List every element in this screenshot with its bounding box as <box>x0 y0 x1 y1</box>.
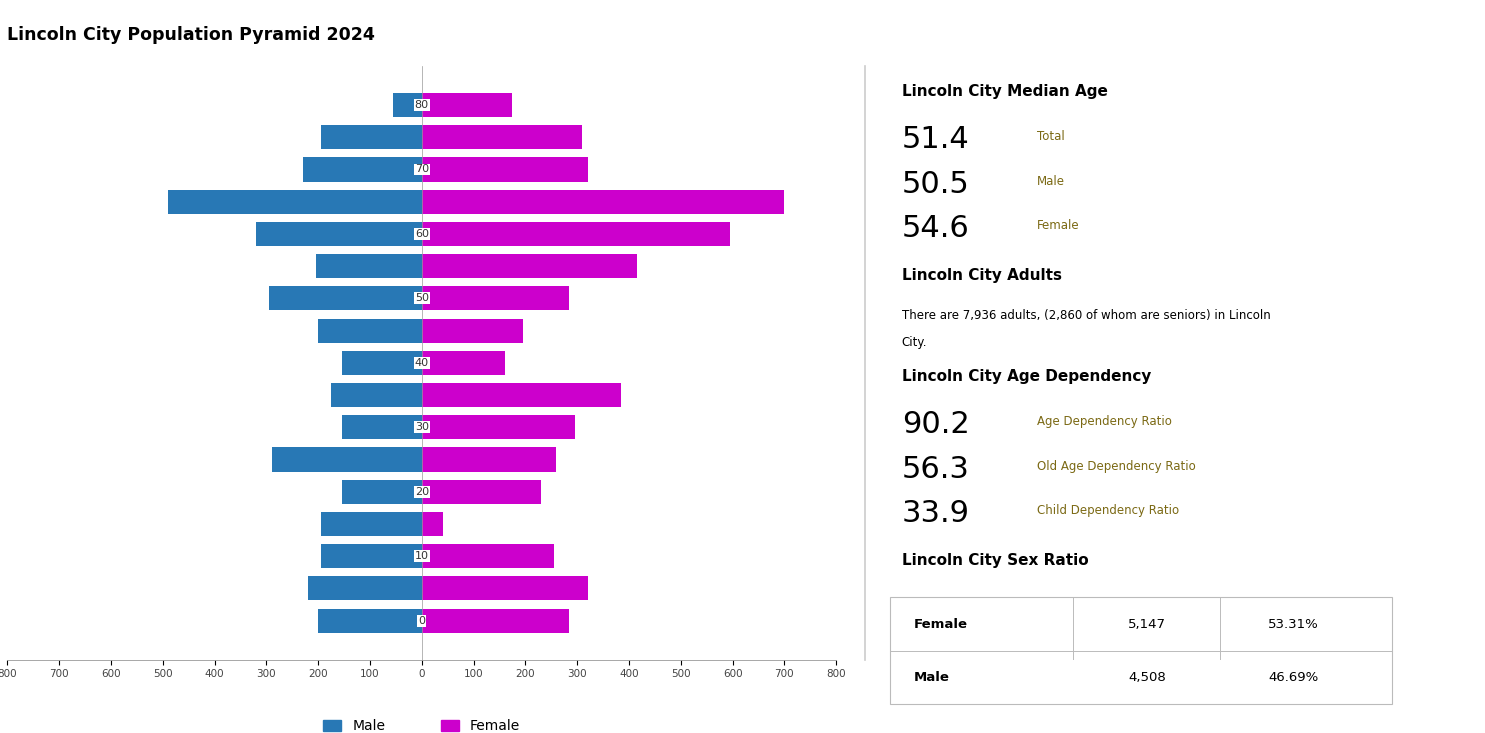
Bar <box>422 512 443 536</box>
Text: Age Dependency Ratio: Age Dependency Ratio <box>1037 415 1172 428</box>
Text: 50: 50 <box>414 293 429 303</box>
Text: 56.3: 56.3 <box>901 455 970 484</box>
Text: Lincoln City Population Pyramid 2024: Lincoln City Population Pyramid 2024 <box>7 26 376 44</box>
Text: 40: 40 <box>414 358 429 368</box>
Bar <box>321 125 422 150</box>
Text: Lincoln City Median Age: Lincoln City Median Age <box>901 84 1108 99</box>
Bar <box>342 415 422 439</box>
Text: 33.9: 33.9 <box>901 499 970 528</box>
Bar <box>303 158 422 182</box>
Bar <box>422 158 588 182</box>
Bar <box>422 447 557 471</box>
Legend: Male, Female: Male, Female <box>318 714 526 733</box>
Text: 53.31%: 53.31% <box>1268 618 1319 630</box>
Bar <box>342 479 422 504</box>
Bar <box>422 287 569 311</box>
Text: Female: Female <box>913 618 968 630</box>
Bar <box>422 93 512 117</box>
Text: 5,147: 5,147 <box>1127 618 1166 630</box>
Text: 50.5: 50.5 <box>901 170 970 199</box>
Bar <box>422 190 784 214</box>
Bar <box>890 597 1391 704</box>
Bar <box>269 287 422 311</box>
Text: 51.4: 51.4 <box>901 125 970 155</box>
Bar <box>316 254 422 279</box>
Text: 46.69%: 46.69% <box>1268 671 1319 684</box>
Text: Male: Male <box>913 671 950 684</box>
Text: Lincoln City Adults: Lincoln City Adults <box>901 268 1062 283</box>
Bar <box>331 383 422 407</box>
Text: 90.2: 90.2 <box>901 410 970 439</box>
Text: City.: City. <box>901 336 927 349</box>
Bar <box>422 576 588 600</box>
Text: Old Age Dependency Ratio: Old Age Dependency Ratio <box>1037 460 1195 473</box>
Bar <box>422 351 505 375</box>
Bar <box>422 415 575 439</box>
Bar <box>272 447 422 471</box>
Bar <box>422 544 554 568</box>
Text: Lincoln City Sex Ratio: Lincoln City Sex Ratio <box>901 553 1089 568</box>
Bar <box>422 254 637 279</box>
Text: 54.6: 54.6 <box>901 215 970 243</box>
Bar <box>321 512 422 536</box>
Text: Child Dependency Ratio: Child Dependency Ratio <box>1037 504 1179 517</box>
Text: There are 7,936 adults, (2,860 of whom are seniors) in Lincoln: There are 7,936 adults, (2,860 of whom a… <box>901 309 1271 323</box>
Text: Total: Total <box>1037 130 1065 143</box>
Bar <box>321 544 422 568</box>
Bar <box>422 608 569 633</box>
Bar <box>394 93 422 117</box>
Bar <box>422 125 582 150</box>
Text: 70: 70 <box>414 164 429 174</box>
Bar <box>307 576 422 600</box>
Bar <box>342 351 422 375</box>
Bar <box>422 383 621 407</box>
Bar <box>255 222 422 246</box>
Text: 0: 0 <box>419 616 425 626</box>
Bar <box>318 608 422 633</box>
Bar <box>422 479 541 504</box>
Text: 30: 30 <box>414 422 429 432</box>
Bar <box>318 319 422 343</box>
Text: 4,508: 4,508 <box>1129 671 1166 684</box>
Text: 80: 80 <box>414 100 429 110</box>
Text: 10: 10 <box>414 551 429 561</box>
Bar <box>168 190 422 214</box>
Text: Lincoln City Age Dependency: Lincoln City Age Dependency <box>901 369 1151 384</box>
Bar <box>422 319 523 343</box>
Text: Male: Male <box>1037 174 1065 188</box>
Text: 60: 60 <box>414 229 429 239</box>
Text: 20: 20 <box>414 487 429 497</box>
Text: Female: Female <box>1037 219 1080 232</box>
Bar <box>422 222 731 246</box>
